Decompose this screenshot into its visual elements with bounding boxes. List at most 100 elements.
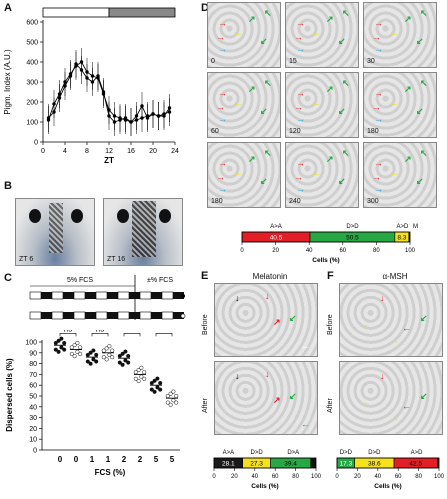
protocol-dark-block — [151, 312, 162, 319]
micrograph-d: → → ← ↗ ↖ ↙ → 300 — [363, 142, 437, 208]
green-arrow-icon: ↖ — [342, 148, 350, 158]
bar-frame — [213, 457, 317, 469]
micrograph-d: → → ← ↗ ↖ ↙ → 240 — [285, 142, 359, 208]
micrograph-after: ↓ → ← ↙ → — [339, 361, 443, 435]
red-arrow-icon: → — [294, 102, 303, 112]
c-xtick-label: 2 — [138, 455, 143, 464]
bar-value-label: 38.6 — [368, 461, 381, 468]
red-arrow-icon: → — [374, 18, 383, 28]
micrograph-d: → → ← ↗ ↖ ↙ → 180 — [207, 142, 281, 208]
a-point — [57, 92, 62, 96]
a-point — [52, 102, 56, 106]
c-sig-label: ns — [64, 330, 72, 333]
red-arrow-icon: → — [372, 172, 381, 182]
row-label: Before — [202, 314, 209, 335]
panel-letter-c: C — [4, 272, 12, 284]
a-ytick-label: 100 — [26, 120, 38, 127]
a-ytick-label: 600 — [26, 20, 38, 27]
protocol-dark-block — [129, 312, 140, 319]
c-point — [62, 340, 67, 346]
red-arrow-icon: → — [372, 32, 381, 42]
c-sig-label: **** — [126, 330, 138, 333]
a-xtick-label: 8 — [85, 148, 89, 155]
c-point — [133, 376, 138, 381]
c-point — [88, 350, 93, 355]
light-phase-bar — [42, 7, 110, 18]
a-point — [90, 74, 95, 78]
red-arrow-icon: ↗ — [273, 395, 281, 405]
green-arrow-icon: ↙ — [260, 36, 268, 46]
panel-c-protocol: 5% FCS ±% FCS — [29, 275, 186, 320]
protocol-light-block — [29, 291, 42, 300]
c-ytick-label: 80 — [29, 361, 37, 368]
green-arrow-icon: ↗ — [404, 154, 412, 164]
panel-letter-d: D — [201, 2, 209, 14]
c-point — [120, 351, 125, 356]
micrograph-time-label: 180 — [367, 128, 379, 135]
green-arrow-icon: ↗ — [326, 14, 334, 24]
protocol-light-block — [117, 311, 130, 320]
panel-a-chart: 0 100 200 300 400 500 600 0 4 8 12 16 20 24 Pigm. In… — [3, 7, 179, 165]
tadpole-photo-zt6: ZT 6 — [15, 198, 95, 266]
protocol-light-block — [95, 311, 108, 320]
c-point — [168, 402, 173, 407]
c-point — [171, 389, 176, 394]
bar-segment-remainder — [310, 458, 316, 468]
protocol-dark-block — [63, 292, 74, 299]
a-point — [46, 118, 51, 122]
c-xtick-label: 5 — [170, 455, 175, 464]
blue-arrow-icon: → — [296, 114, 305, 124]
c-xtick-label: 0 — [58, 455, 63, 464]
red-arrow-icon: ↓ — [265, 369, 270, 379]
panel-e-bar: A>A D>D D>A 28.1 27.3 39.4 0 20 40 60 80 100 Cells (… — [212, 450, 321, 490]
c-sig-label: ns — [96, 330, 104, 333]
bar-xlabel: Cells (%) — [374, 483, 401, 490]
bar-segment-remainder — [437, 458, 439, 468]
c-point — [110, 348, 115, 353]
c-point — [107, 344, 112, 349]
protocol-light-block — [51, 311, 64, 320]
micrograph-d: → → ← ↗ ↖ ↙ → 60 — [207, 72, 281, 138]
c-ytick-label: 20 — [29, 426, 37, 433]
c-point — [85, 359, 90, 364]
a-point — [112, 114, 117, 118]
a-point — [123, 118, 128, 122]
c-point — [158, 387, 163, 392]
blue-arrow-icon: → — [374, 184, 383, 194]
green-arrow-icon: ↙ — [416, 176, 424, 186]
protocol-left-label: 5% FCS — [67, 277, 93, 284]
c-ytick-label: 0 — [33, 448, 37, 455]
c-ytick-label: 50 — [29, 394, 37, 401]
c-point — [139, 365, 144, 370]
c-ytick-label: 10 — [29, 437, 37, 444]
yellow-arrow-icon: → — [360, 319, 369, 329]
blue-arrow-icon: → — [218, 114, 227, 124]
c-point — [149, 387, 154, 392]
green-arrow-icon: ↙ — [338, 176, 346, 186]
yellow-arrow-icon: ← — [312, 98, 321, 108]
c-ytick-label: 70 — [29, 372, 37, 379]
blue-arrow-icon: → — [374, 114, 383, 124]
bar-category-label: A>A — [270, 224, 282, 230]
green-arrow-icon: ← — [301, 419, 310, 429]
micrograph-time-label: 15 — [289, 58, 297, 65]
c-point — [117, 360, 122, 365]
panel-f-title: α-MSH — [382, 272, 408, 281]
panel-f-photos: ↓ → ← ↙ → Before ↓ → ← ↙ → After — [327, 283, 445, 435]
a-point — [96, 76, 100, 80]
bar-tick-label: 20 — [231, 474, 238, 480]
c-xtick-label: 1 — [106, 455, 111, 464]
green-arrow-icon: ↙ — [289, 391, 297, 401]
red-arrow-icon: ↓ — [380, 371, 385, 381]
protocol-light-block — [73, 311, 86, 320]
green-arrow-icon: ↗ — [248, 84, 256, 94]
bar-category-label: D>D — [340, 450, 353, 456]
green-arrow-icon: ↗ — [248, 14, 256, 24]
red-arrow-icon: → — [218, 18, 227, 28]
c-point — [136, 367, 141, 373]
black-arrow-icon: ↓ — [235, 293, 240, 303]
protocol-dark-block — [85, 312, 96, 319]
panel-a-xlabel: ZT — [104, 156, 114, 165]
c-point — [168, 391, 173, 396]
